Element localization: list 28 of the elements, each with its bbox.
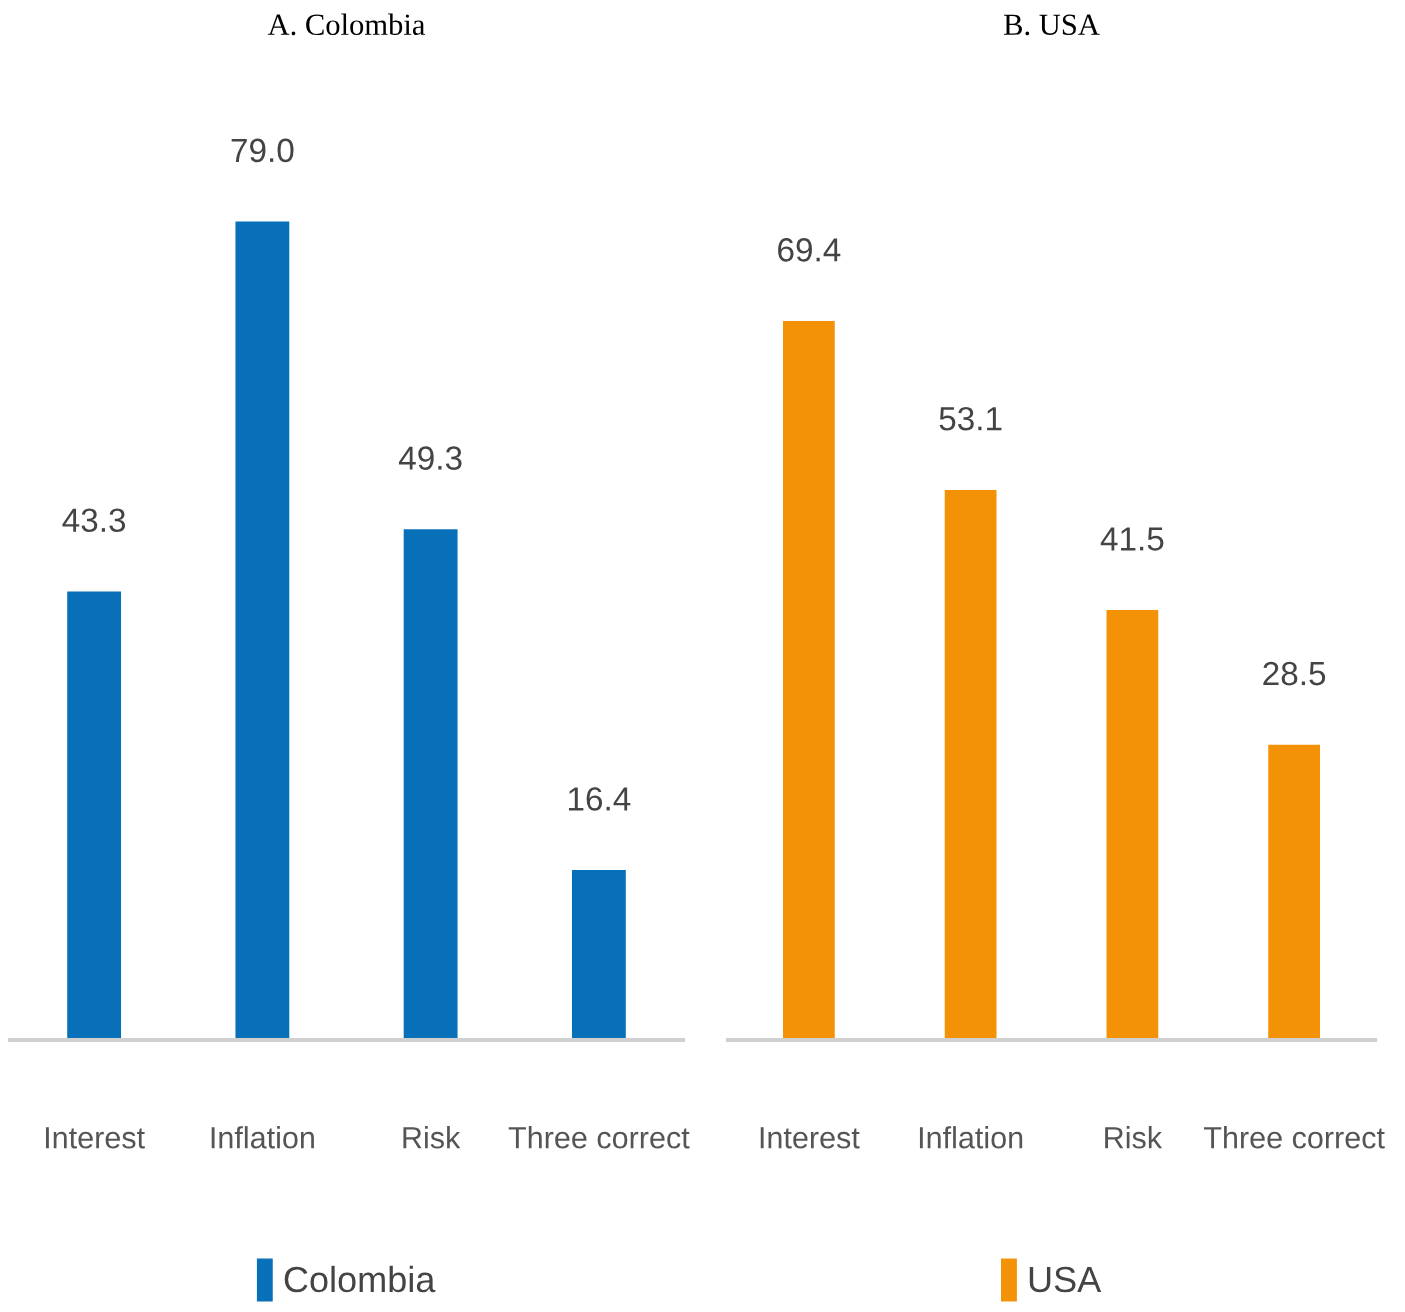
bar: [944, 489, 997, 1040]
bar: [235, 221, 290, 1040]
bar: [67, 591, 122, 1040]
bar: [403, 529, 458, 1040]
x-tick-label: Risk: [403, 1126, 461, 1149]
bar: [571, 870, 626, 1040]
data-label: 69.4: [778, 238, 841, 262]
data-label: 79.0: [231, 138, 294, 163]
bar: [1268, 744, 1321, 1040]
x-tick-label: Inflation: [211, 1126, 314, 1149]
x-tick-label: Inflation: [919, 1126, 1023, 1149]
x-tick-label: Three correct: [508, 1126, 690, 1149]
data-label: 41.5: [1100, 527, 1164, 551]
bar: [783, 321, 835, 1040]
legend-label: Colombia: [284, 1265, 436, 1293]
x-tick-label: Risk: [1105, 1126, 1163, 1149]
chart-title: A. Colombia: [267, 13, 426, 36]
x-tick-label: Three correct: [1203, 1126, 1385, 1149]
data-label: 53.1: [939, 406, 1002, 431]
x-tick-label: Interest: [760, 1127, 860, 1149]
data-label: 49.3: [398, 446, 462, 470]
data-label: 43.3: [62, 508, 126, 533]
data-label: 28.5: [1263, 661, 1326, 686]
legend-label: USA: [1029, 1266, 1102, 1293]
chart-title: B. USA: [1003, 14, 1100, 36]
bar: [1106, 610, 1159, 1040]
data-label: 16.4: [568, 787, 631, 811]
x-tick-label: Interest: [46, 1127, 145, 1149]
